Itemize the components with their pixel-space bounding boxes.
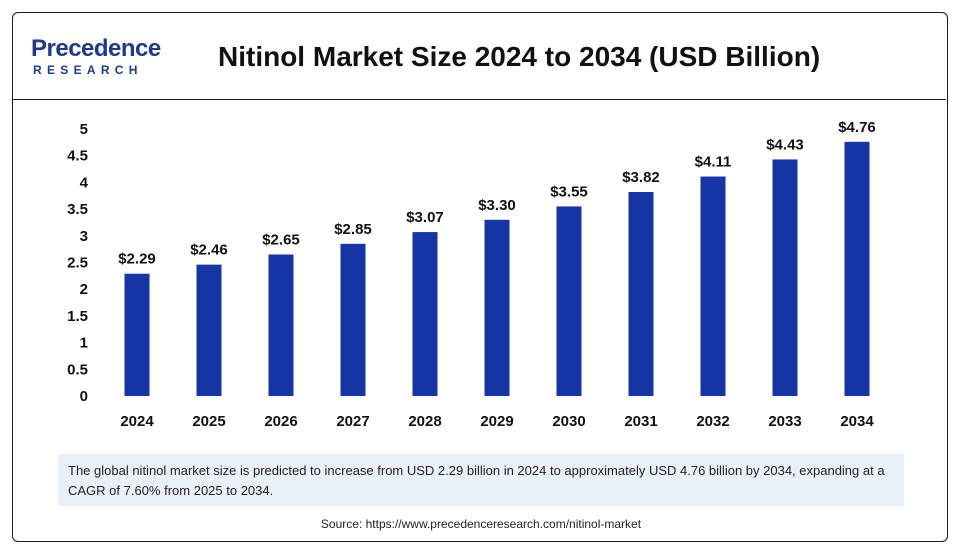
y-tick-label: 5	[80, 121, 88, 138]
description-text: The global nitinol market size is predic…	[68, 463, 885, 498]
bar	[556, 206, 582, 396]
data-label: $4.43	[766, 136, 804, 153]
bar	[268, 254, 294, 396]
bar	[772, 159, 798, 396]
y-tick-label: 2.5	[67, 255, 88, 272]
bar	[844, 141, 870, 396]
source-note: Source: https://www.precedenceresearch.c…	[320, 517, 642, 531]
header: Precedence RESEARCH Nitinol Market Size …	[13, 13, 946, 100]
y-tick-label: 3.5	[67, 201, 88, 218]
x-tick-label: 2030	[552, 413, 585, 430]
y-tick-label: 4.5	[67, 148, 88, 165]
logo-subtitle: RESEARCH	[33, 63, 143, 77]
x-tick-label: 2033	[768, 413, 801, 430]
x-tick-label: 2026	[264, 413, 297, 430]
x-tick-label: 2029	[480, 413, 513, 430]
data-label: $4.76	[838, 119, 876, 136]
bar	[340, 243, 366, 396]
y-tick-label: 1.5	[67, 308, 88, 325]
data-label: $2.65	[262, 231, 300, 248]
x-tick-label: 2025	[192, 413, 225, 430]
bar	[628, 192, 654, 396]
precedence-research-logo: Precedence RESEARCH	[31, 35, 181, 79]
y-tick-label: 3	[80, 228, 88, 245]
description-box: The global nitinol market size is predic…	[58, 454, 904, 506]
y-tick-label: 0.5	[67, 361, 88, 378]
x-tick-label: 2032	[696, 413, 729, 430]
data-label: $3.07	[406, 209, 444, 226]
data-label: $2.46	[190, 242, 228, 259]
bar	[196, 264, 222, 396]
bar-chart: 0 0.5 1 1.5 2 2.5 3 3.5 4 4.5 5 $2.29 2024 $2.46 2025 $…	[67, 119, 876, 430]
data-label: $3.55	[550, 183, 588, 200]
data-label: $4.11	[695, 154, 732, 171]
y-tick-label: 1	[80, 335, 88, 352]
y-tick-label: 4	[80, 174, 89, 191]
bar	[412, 232, 438, 396]
data-label: $2.85	[334, 221, 372, 238]
data-label: $2.29	[118, 251, 156, 268]
x-tick-label: 2024	[120, 413, 154, 430]
y-tick-label: 2	[80, 281, 88, 298]
x-tick-label: 2031	[624, 413, 657, 430]
x-tick-label: 2034	[840, 413, 874, 430]
data-label: $3.82	[622, 169, 660, 186]
chart-card: Precedence RESEARCH Nitinol Market Size …	[12, 12, 948, 542]
data-label: $3.30	[478, 197, 516, 214]
bar	[700, 176, 726, 396]
bar	[124, 273, 150, 396]
x-tick-label: 2028	[408, 413, 441, 430]
logo-wordmark: Precedence	[31, 35, 161, 62]
chart-title: Nitinol Market Size 2024 to 2034 (USD Bi…	[218, 41, 821, 72]
y-tick-label: 0	[80, 388, 88, 405]
x-tick-label: 2027	[336, 413, 369, 430]
bar	[484, 219, 510, 396]
